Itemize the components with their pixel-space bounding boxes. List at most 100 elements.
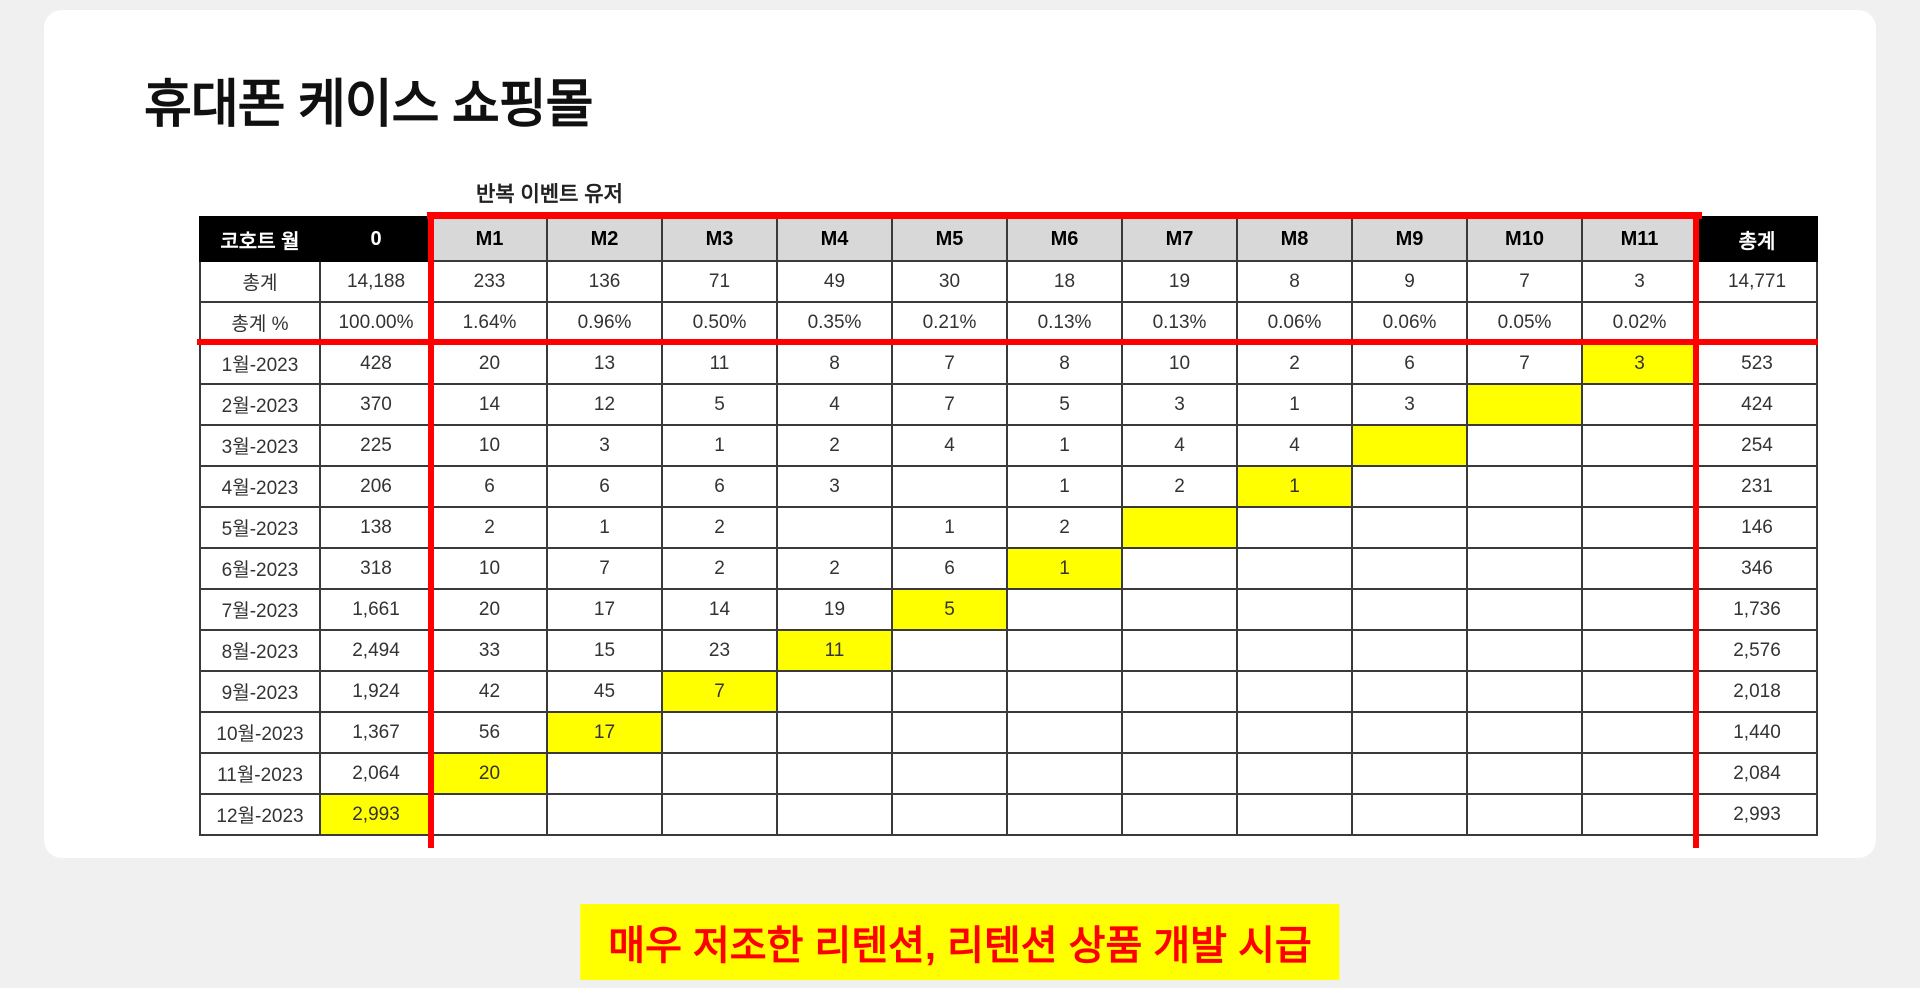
- cell: 0.05%: [1466, 301, 1583, 344]
- cell: 19: [776, 588, 893, 631]
- cell: [661, 752, 778, 795]
- row-label: 10월-2023: [199, 711, 321, 754]
- cell: 370: [319, 383, 433, 426]
- cell: [661, 793, 778, 836]
- cell: [1581, 588, 1698, 631]
- cell: 7: [661, 670, 778, 713]
- cell: 6: [661, 465, 778, 508]
- cell: 5: [891, 588, 1008, 631]
- cell: [776, 793, 893, 836]
- col-header-코호트 월: 코호트 월: [199, 216, 321, 262]
- cell: 136: [546, 260, 663, 303]
- col-header-M11: M11: [1581, 216, 1698, 262]
- cell: [1121, 711, 1238, 754]
- table-row: 8월-2023 2,494 33 15 23 11 2,576: [199, 629, 1818, 672]
- cell: [1466, 547, 1583, 590]
- cell: [1466, 506, 1583, 549]
- cell: [546, 793, 663, 836]
- col-header-M6: M6: [1006, 216, 1123, 262]
- row-label: 8월-2023: [199, 629, 321, 672]
- row-total: 2,993: [1696, 793, 1818, 836]
- row-total: 346: [1696, 547, 1818, 590]
- cell: 10: [431, 424, 548, 467]
- cell: [1236, 506, 1353, 549]
- row-label: 2월-2023: [199, 383, 321, 426]
- col-header-M4: M4: [776, 216, 893, 262]
- cell: 1: [546, 506, 663, 549]
- cell: 1,367: [319, 711, 433, 754]
- red-annotation-left-line: [428, 212, 434, 848]
- red-annotation-right-line: [1693, 212, 1699, 848]
- cell: 1: [891, 506, 1008, 549]
- cell: [1466, 793, 1583, 836]
- cell: 2: [661, 547, 778, 590]
- red-annotation-bottom-line: [197, 339, 1818, 345]
- cell: 3: [1581, 260, 1698, 303]
- row-total: 254: [1696, 424, 1818, 467]
- table-row: 4월-2023 206 6 6 6 3 1 2 1 231: [199, 465, 1818, 508]
- table-row: 11월-2023 2,064 20 2,084: [199, 752, 1818, 795]
- col-header-M7: M7: [1121, 216, 1238, 262]
- cell: 233: [431, 260, 548, 303]
- cell: 0.21%: [891, 301, 1008, 344]
- cell: [431, 793, 548, 836]
- cell: 225: [319, 424, 433, 467]
- cell: [776, 506, 893, 549]
- cell: [1121, 670, 1238, 713]
- cell: 56: [431, 711, 548, 754]
- cell: 20: [431, 752, 548, 795]
- row-label: 총계: [199, 260, 321, 303]
- cohort-table-wrap: 코호트 월 0 M1 M2 M3 M4 M5 M6 M7 M8 M9 M10 M11 총계 총계 14,18…: [197, 212, 1818, 848]
- col-header-M9: M9: [1351, 216, 1468, 262]
- col-header-M8: M8: [1236, 216, 1353, 262]
- cell: [1581, 711, 1698, 754]
- cell: [1236, 629, 1353, 672]
- row-label: 5월-2023: [199, 506, 321, 549]
- col-header-M2: M2: [546, 216, 663, 262]
- cell: 1: [661, 424, 778, 467]
- cell: [1236, 670, 1353, 713]
- cell: 1.64%: [431, 301, 548, 344]
- cell: 7: [1466, 342, 1583, 385]
- cell: [1351, 670, 1468, 713]
- table-row: 5월-2023 138 2 1 2 1 2 146: [199, 506, 1818, 549]
- cell: [1466, 711, 1583, 754]
- cell: [1121, 752, 1238, 795]
- cell: 20: [431, 342, 548, 385]
- row-total: [1696, 301, 1818, 344]
- cell: 138: [319, 506, 433, 549]
- cell: [1581, 629, 1698, 672]
- cell: 49: [776, 260, 893, 303]
- cell: [1581, 793, 1698, 836]
- cell: 12: [546, 383, 663, 426]
- row-label: 6월-2023: [199, 547, 321, 590]
- cell: 2: [431, 506, 548, 549]
- cell: 428: [319, 342, 433, 385]
- cell: 6: [1351, 342, 1468, 385]
- cell: 1: [1006, 465, 1123, 508]
- row-total: 2,576: [1696, 629, 1818, 672]
- cell: [1351, 588, 1468, 631]
- cell: 14: [431, 383, 548, 426]
- table-row: 6월-2023 318 10 7 2 2 6 1 346: [199, 547, 1818, 590]
- cell: 3: [776, 465, 893, 508]
- cell: 1: [1236, 383, 1353, 426]
- table-row: 7월-2023 1,661 20 17 14 19 5 1,736: [199, 588, 1818, 631]
- cell: 7: [891, 383, 1008, 426]
- cell: 17: [546, 711, 663, 754]
- cell: 100.00%: [319, 301, 433, 344]
- cell: 10: [431, 547, 548, 590]
- cell: [1351, 547, 1468, 590]
- row-total: 14,771: [1696, 260, 1818, 303]
- page-title: 휴대폰 케이스 쇼핑몰: [144, 76, 593, 134]
- cell: 9: [1351, 260, 1468, 303]
- cell: [1006, 793, 1123, 836]
- col-header-총계: 총계: [1696, 216, 1818, 262]
- content-card: 휴대폰 케이스 쇼핑몰 반복 이벤트 유저 코호트 월 0 M1 M2 M3 M4 M5 M6…: [44, 10, 1876, 858]
- cell: [661, 711, 778, 754]
- table-row: 2월-2023 370 14 12 5 4 7 5 3 1 3 424: [199, 383, 1818, 426]
- cell: 0.96%: [546, 301, 663, 344]
- row-label: 11월-2023: [199, 752, 321, 795]
- header-row: 코호트 월 0 M1 M2 M3 M4 M5 M6 M7 M8 M9 M10 M11 총계: [199, 216, 1818, 262]
- row-total: 231: [1696, 465, 1818, 508]
